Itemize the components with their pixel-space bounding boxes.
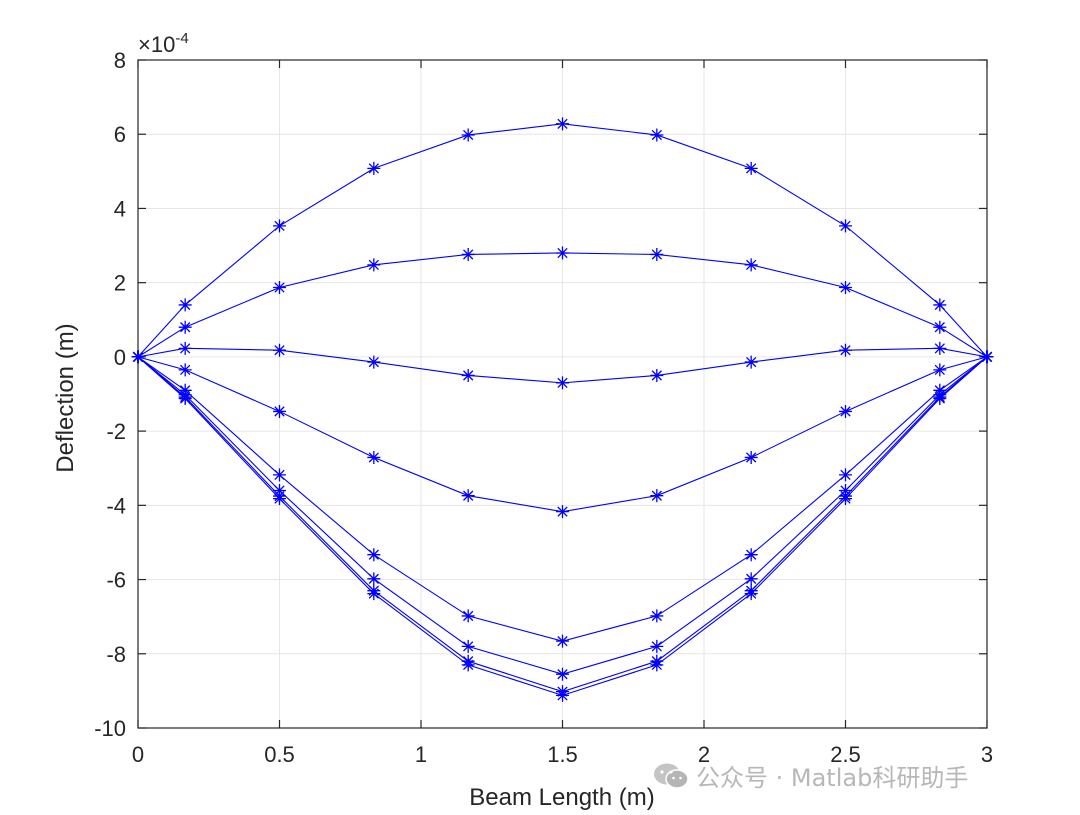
data-point-marker bbox=[367, 548, 381, 562]
x-tick-label: 0.5 bbox=[264, 742, 295, 767]
data-point-marker bbox=[650, 658, 664, 672]
y-tick-labels: 8 6 4 2 0 -2 -4 -6 -8 -10 bbox=[94, 48, 126, 741]
data-point-marker bbox=[273, 492, 286, 506]
y-tick-label: -4 bbox=[106, 493, 126, 518]
data-point-marker bbox=[556, 634, 569, 648]
x-tick-label: 3 bbox=[981, 742, 993, 767]
data-point-marker bbox=[178, 320, 192, 334]
data-point-marker bbox=[367, 572, 381, 586]
data-point-marker bbox=[556, 246, 569, 260]
x-tick-label: 1.5 bbox=[547, 742, 578, 767]
y-tick-label: -10 bbox=[94, 716, 126, 741]
data-point-marker bbox=[273, 468, 286, 482]
data-point-marker bbox=[461, 368, 475, 382]
data-point-marker bbox=[744, 161, 758, 175]
watermark: 公众号 · Matlab科研助手 bbox=[652, 758, 968, 793]
watermark-text: 公众号 · Matlab科研助手 bbox=[696, 764, 969, 792]
data-point-marker bbox=[839, 404, 852, 418]
x-tick-label: 2 bbox=[698, 742, 710, 767]
tick-marks bbox=[137, 59, 988, 729]
data-point-marker bbox=[650, 368, 664, 382]
data-point-marker bbox=[650, 609, 664, 623]
data-point-marker bbox=[839, 343, 852, 357]
y-axis-exponent-base: ×10 bbox=[138, 32, 175, 57]
data-point-marker bbox=[178, 341, 192, 355]
data-point-marker bbox=[744, 450, 758, 464]
data-point-marker bbox=[839, 468, 852, 482]
data-point-marker bbox=[933, 298, 947, 312]
data-point-marker bbox=[933, 341, 947, 355]
data-point-marker bbox=[178, 298, 192, 312]
y-tick-label: -2 bbox=[106, 419, 126, 444]
data-point-marker bbox=[367, 258, 381, 272]
data-point-marker bbox=[839, 219, 852, 233]
data-point-marker bbox=[744, 572, 758, 586]
x-tick-labels: 0 0.5 1 1.5 2 2.5 3 bbox=[132, 742, 993, 767]
y-axis-label: Deflection (m) bbox=[52, 323, 79, 472]
data-point-marker bbox=[744, 258, 758, 272]
data-point-marker bbox=[744, 587, 758, 601]
data-point-marker bbox=[178, 391, 192, 405]
data-point-marker bbox=[131, 350, 145, 364]
data-point-marker bbox=[933, 391, 947, 405]
data-point-marker bbox=[933, 363, 947, 377]
data-point-marker bbox=[650, 489, 664, 503]
data-point-marker bbox=[650, 247, 664, 261]
data-point-marker bbox=[461, 639, 475, 653]
data-point-marker bbox=[980, 350, 994, 364]
y-tick-label: -6 bbox=[106, 568, 126, 593]
data-point-marker bbox=[367, 450, 381, 464]
data-point-marker bbox=[367, 355, 381, 369]
y-tick-label: 0 bbox=[114, 345, 126, 370]
data-point-marker bbox=[273, 280, 286, 294]
data-point-marker bbox=[273, 219, 286, 233]
x-tick-label: 0 bbox=[132, 742, 144, 767]
data-point-marker bbox=[461, 658, 475, 672]
y-tick-label: -8 bbox=[106, 642, 126, 667]
data-point-marker bbox=[273, 404, 286, 418]
x-axis-label: Beam Length (m) bbox=[469, 784, 654, 811]
y-axis-exponent-power: -4 bbox=[175, 30, 188, 47]
data-point-marker bbox=[367, 161, 381, 175]
data-point-marker bbox=[556, 117, 569, 131]
data-point-marker bbox=[650, 128, 664, 142]
data-point-marker bbox=[556, 667, 569, 681]
data-point-marker bbox=[556, 376, 569, 390]
y-axis-exponent: ×10-4 bbox=[138, 30, 189, 57]
x-tick-label: 1 bbox=[415, 742, 427, 767]
data-point-marker bbox=[933, 320, 947, 334]
series-layer bbox=[131, 117, 994, 702]
data-point-marker bbox=[461, 489, 475, 503]
data-point-marker bbox=[839, 280, 852, 294]
data-point-marker bbox=[461, 128, 475, 142]
data-point-marker bbox=[744, 548, 758, 562]
data-point-marker bbox=[839, 492, 852, 506]
y-tick-label: 4 bbox=[114, 196, 126, 221]
data-point-marker bbox=[556, 688, 569, 702]
data-point-marker bbox=[556, 505, 569, 519]
y-tick-label: 2 bbox=[114, 271, 126, 296]
wechat-icon bbox=[652, 761, 690, 791]
x-tick-label: 2.5 bbox=[830, 742, 861, 767]
series-8 bbox=[131, 350, 994, 702]
data-point-marker bbox=[650, 639, 664, 653]
data-point-marker bbox=[461, 247, 475, 261]
data-point-marker bbox=[273, 343, 286, 357]
data-point-marker bbox=[367, 587, 381, 601]
data-point-marker bbox=[744, 355, 758, 369]
y-tick-label: 6 bbox=[114, 122, 126, 147]
y-tick-label: 8 bbox=[114, 48, 126, 73]
data-point-marker bbox=[461, 609, 475, 623]
data-point-marker bbox=[178, 363, 192, 377]
